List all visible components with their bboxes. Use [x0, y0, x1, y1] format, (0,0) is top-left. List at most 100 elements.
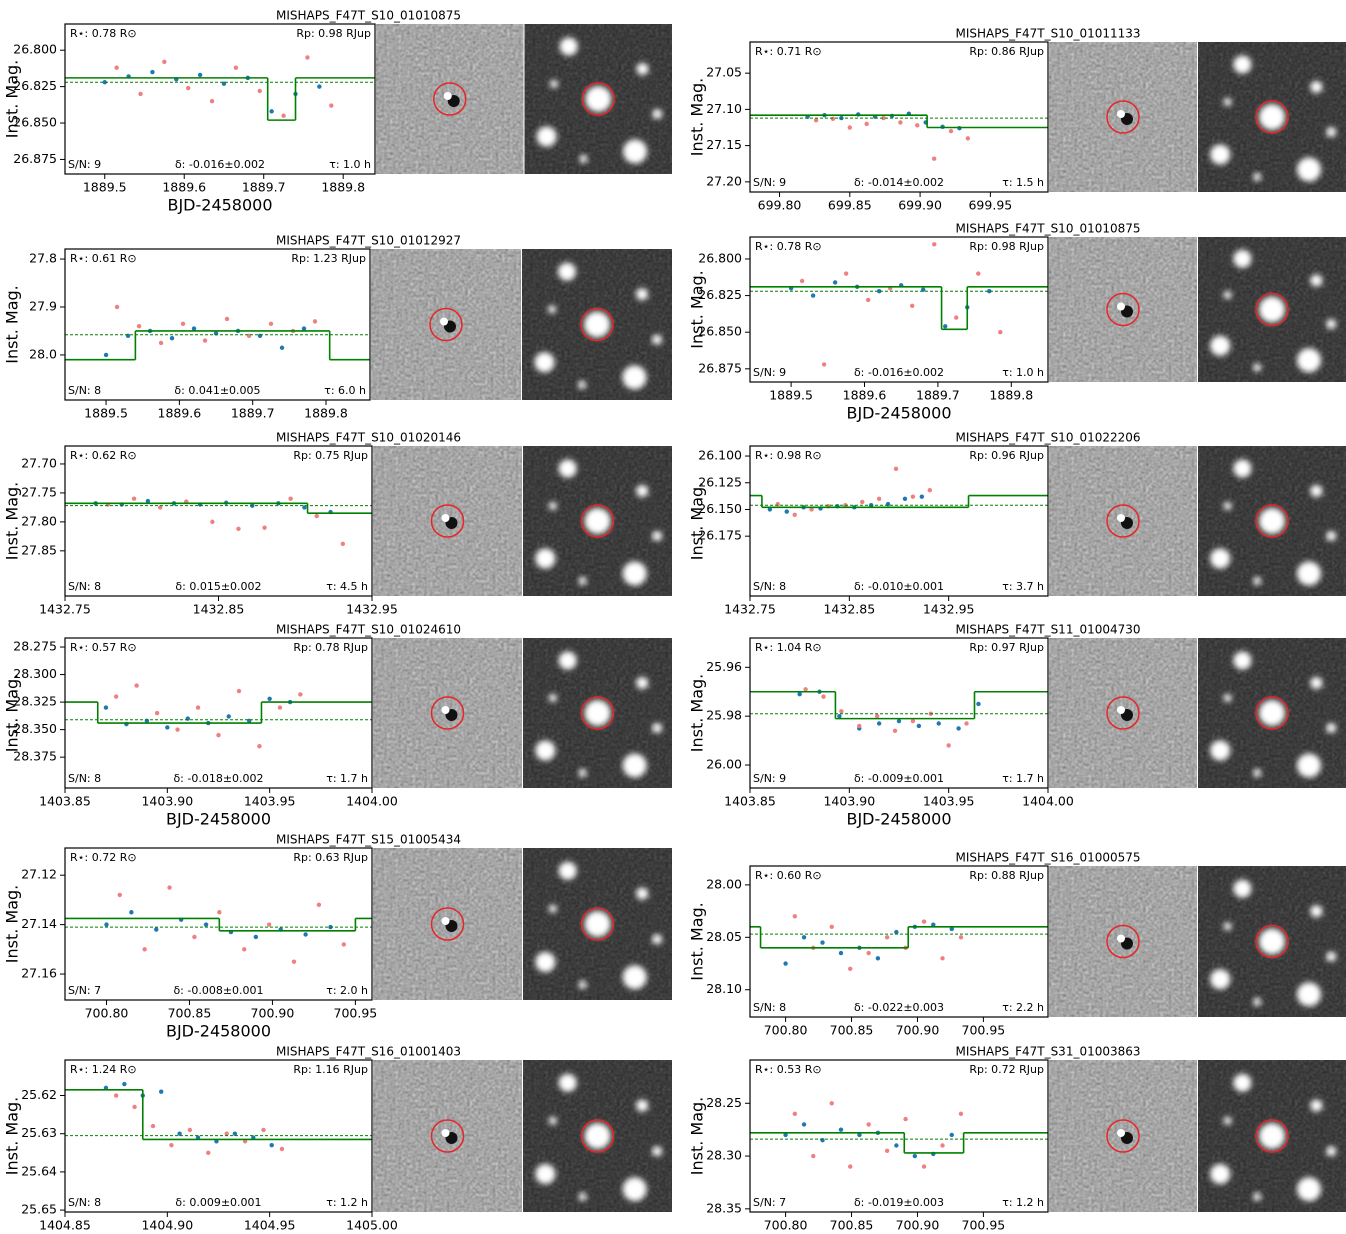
x-tick-label: 700.95 [334, 1006, 378, 1021]
star [636, 1099, 649, 1112]
data-point [266, 922, 272, 927]
annotation-snr: S/N: 8 [753, 1001, 786, 1014]
data-point [792, 1111, 798, 1117]
data-point [987, 288, 992, 294]
y-tick-label: 27.10 [706, 101, 742, 116]
star [558, 1073, 577, 1092]
data-point [916, 723, 922, 729]
x-tick-label: 699.80 [758, 198, 802, 213]
data-point [277, 705, 283, 710]
x-tick-label: 1432.95 [346, 602, 398, 617]
difference-image [1049, 42, 1197, 192]
data-point [829, 1101, 834, 1106]
annotation-depth: δ: 0.009±0.001 [175, 1196, 261, 1209]
annotation-duration: τ: 6.0 h [324, 384, 366, 397]
star [548, 1116, 557, 1125]
annotation-depth: δ: -0.008±0.001 [173, 984, 263, 997]
data-point [191, 326, 197, 331]
axes-frame [64, 637, 373, 789]
star [1310, 677, 1323, 689]
y-tick-label: 28.35 [706, 1200, 742, 1215]
annotation-snr: S/N: 8 [68, 580, 101, 593]
y-tick-label: 27.80 [21, 513, 57, 528]
annotation-snr: S/N: 8 [68, 1196, 101, 1209]
y-axis-label: Inst. Mag. [688, 78, 707, 157]
aperture [1255, 504, 1289, 538]
star [578, 380, 586, 389]
star [578, 769, 587, 777]
annotation-rplanet: Rp: 0.98 RJup [296, 27, 371, 40]
star [1326, 531, 1337, 541]
y-tick-label: 28.30 [706, 1148, 742, 1163]
star [578, 577, 587, 585]
annotation-snr: S/N: 9 [753, 366, 786, 379]
data-point [154, 927, 159, 932]
y-tick-label: 25.65 [21, 1202, 57, 1217]
data-point [103, 352, 109, 358]
data-point [242, 1139, 248, 1144]
data-point [195, 705, 201, 710]
aperture [1255, 100, 1289, 134]
data-point [884, 1148, 890, 1153]
y-tick-label: 28.350 [13, 721, 57, 736]
residual [441, 917, 450, 925]
y-axis-label: Inst. Mag. [3, 1097, 22, 1176]
aperture [429, 307, 463, 342]
data-point [224, 316, 230, 322]
x-tick-label: 1403.90 [823, 794, 875, 809]
star [584, 911, 611, 937]
difference-image [376, 24, 524, 174]
panel-title: MISHAPS_F47T_S16_01000575 [955, 851, 1140, 865]
data-point [103, 1085, 109, 1091]
data-point [257, 88, 262, 94]
data-point [949, 926, 954, 932]
star [1259, 104, 1285, 130]
star [652, 109, 663, 119]
annotation-depth: δ: -0.014±0.002 [854, 176, 944, 189]
star [578, 1192, 587, 1201]
star [652, 531, 663, 541]
star [1259, 508, 1285, 534]
y-tick-label: 27.15 [706, 137, 742, 152]
x-tick-label: 1432.85 [193, 602, 245, 617]
x-tick-label: 1889.7 [242, 180, 286, 195]
annotation-duration: τ: 1.7 h [1002, 772, 1044, 785]
data-point [956, 726, 961, 731]
data-point [876, 721, 882, 726]
data-point [269, 109, 274, 114]
data-point [180, 321, 186, 326]
difference-image [371, 249, 521, 400]
star [1326, 723, 1337, 733]
difference-image [1049, 866, 1197, 1017]
annotation-rplanet: Rp: 0.96 RJup [969, 449, 1044, 462]
aperture [1106, 100, 1140, 134]
y-tick-label: 27.14 [21, 916, 57, 931]
data-point [236, 688, 242, 694]
x-axis-label: BJD-2458000 [167, 196, 272, 215]
star [652, 334, 662, 345]
star [652, 723, 663, 733]
data-point [165, 725, 170, 730]
data-point [948, 128, 954, 134]
star [1223, 502, 1232, 510]
aperture [580, 696, 615, 730]
x-tick-label: 700.85 [830, 1218, 874, 1231]
y-tick-label: 26.875 [698, 360, 742, 375]
data-point [839, 709, 844, 714]
axes-frame [64, 23, 376, 175]
annotation-depth: δ: -0.018±0.002 [173, 772, 263, 785]
data-point [848, 966, 853, 971]
annotation-rplanet: Rp: 0.75 RJup [293, 449, 368, 462]
data-point [847, 125, 853, 130]
x-tick-label: 1403.90 [141, 794, 193, 809]
annotation-rstar: R⋆: 0.61 R⊙ [70, 252, 137, 265]
star [1310, 81, 1323, 93]
data-point [158, 340, 164, 346]
y-tick-label: 26.875 [13, 151, 57, 166]
star [1233, 459, 1252, 478]
reference-image [522, 249, 672, 400]
star [1233, 55, 1252, 74]
data-point [206, 1150, 211, 1156]
data-point [329, 103, 334, 108]
star [584, 700, 611, 726]
